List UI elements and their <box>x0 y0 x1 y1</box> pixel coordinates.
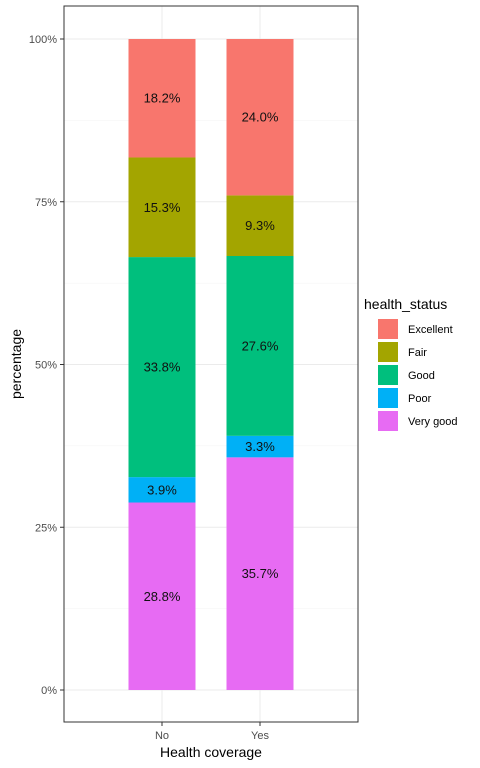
data-label-very-good-no: 28.8% <box>144 589 181 604</box>
x-axis-title: Health coverage <box>160 744 262 760</box>
bar-segment-excellent-yes <box>226 39 294 196</box>
data-label-fair-no: 15.3% <box>144 200 181 215</box>
y-axis-title: percentage <box>8 329 24 399</box>
data-label-good-yes: 27.6% <box>242 338 279 353</box>
y-axis: 0% 25% 50% 75% 100% <box>29 34 64 697</box>
x-tick-label: Yes <box>251 730 269 742</box>
data-label-good-no: 33.8% <box>144 360 181 375</box>
bars-group <box>128 39 294 690</box>
x-tick-label: No <box>155 730 169 742</box>
data-label-poor-yes: 3.3% <box>245 439 275 454</box>
bar-segment-very-good-no <box>128 502 196 690</box>
data-label-excellent-no: 18.2% <box>144 91 181 106</box>
bar-segment-good-no <box>128 257 196 478</box>
bar-segment-fair-no <box>128 157 196 258</box>
bar-segment-fair-yes <box>226 195 294 256</box>
legend-key-good <box>378 365 398 385</box>
y-tick-label: 50% <box>35 360 57 372</box>
bar-segment-poor-no <box>128 477 196 503</box>
data-label-fair-yes: 9.3% <box>245 218 275 233</box>
legend-title: health_status <box>364 296 447 312</box>
legend-label-excellent: Excellent <box>408 324 453 336</box>
data-label-poor-no: 3.9% <box>147 482 177 497</box>
bar-segment-excellent-no <box>128 39 196 158</box>
legend-key-very-good <box>378 411 398 431</box>
legend-label-good: Good <box>408 370 435 382</box>
data-labels-group: 28.8% 3.9% 33.8% 15.3% 18.2% 35.7% 3.3% 27.6% 9.… <box>144 91 279 604</box>
bar-segment-good-yes <box>226 256 294 436</box>
legend-key-excellent <box>378 319 398 339</box>
legend-key-fair <box>378 342 398 362</box>
x-axis: No Yes <box>155 722 269 742</box>
y-tick-label: 0% <box>41 685 57 697</box>
y-tick-label: 75% <box>35 197 57 209</box>
y-tick-label: 100% <box>29 34 57 46</box>
legend-label-fair: Fair <box>408 347 427 359</box>
legend-label-very-good: Very good <box>408 416 458 428</box>
legend: health_status Excellent Fair Good Poor Very … <box>364 296 458 431</box>
y-tick-label: 25% <box>35 522 57 534</box>
data-label-very-good-yes: 35.7% <box>242 566 279 581</box>
bar-segment-very-good-yes <box>226 457 294 690</box>
legend-label-poor: Poor <box>408 393 432 405</box>
bar-segment-poor-yes <box>226 435 294 458</box>
data-label-excellent-yes: 24.0% <box>242 110 279 125</box>
legend-key-poor <box>378 388 398 408</box>
